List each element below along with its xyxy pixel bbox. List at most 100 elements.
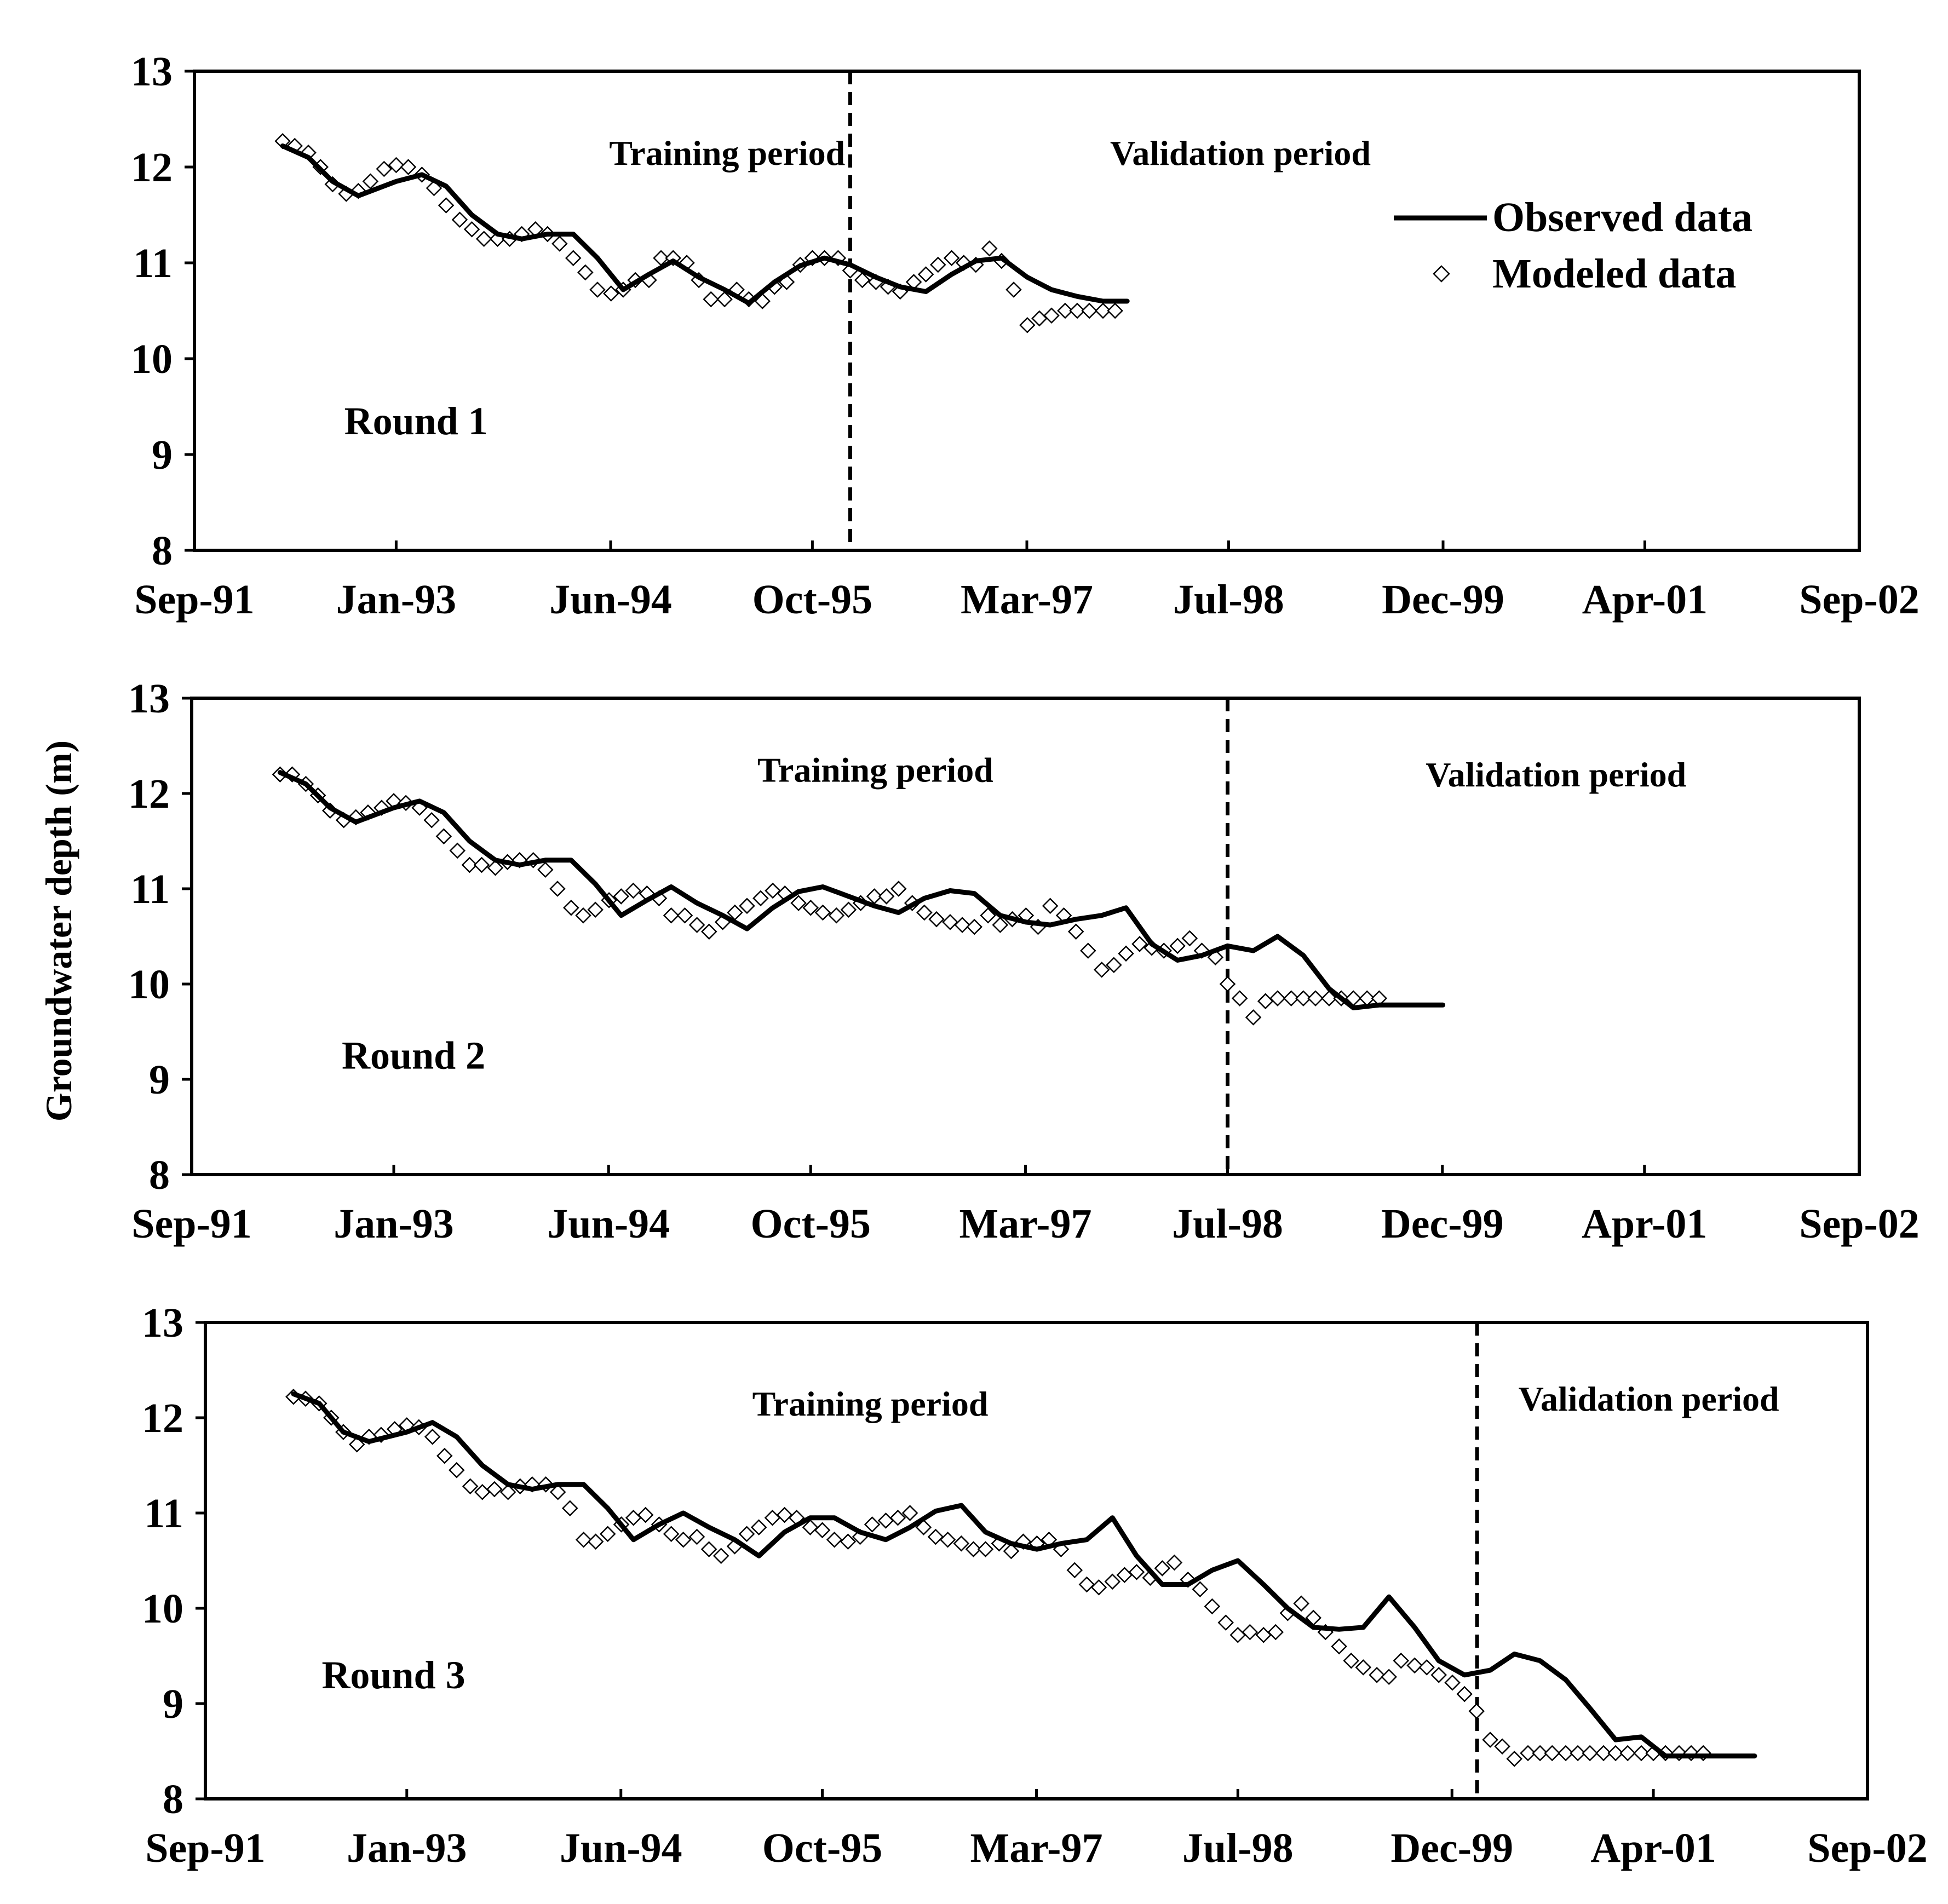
modeled-point xyxy=(549,1483,566,1500)
modeled-point xyxy=(565,250,582,267)
modeled-point xyxy=(889,1509,906,1526)
modeled-point xyxy=(562,1500,578,1517)
modeled-point xyxy=(1231,990,1248,1006)
modeled-point xyxy=(1369,1667,1385,1683)
y-tick-label: 9 xyxy=(163,1681,183,1727)
legend-modeled-swatch xyxy=(1433,265,1450,283)
modeled-point xyxy=(1005,281,1022,298)
modeled-point xyxy=(1482,1732,1498,1748)
training-period-label: Training period xyxy=(752,1384,989,1423)
x-tick-label: Dec-99 xyxy=(1381,1201,1504,1247)
x-tick-label: Jun-94 xyxy=(547,1201,670,1247)
modeled-point xyxy=(1418,1659,1435,1676)
modeled-point xyxy=(577,264,594,281)
modeled-point xyxy=(625,1509,642,1526)
modeled-point xyxy=(348,1436,365,1453)
validation-period-label: Validation period xyxy=(1426,755,1686,794)
y-tick-label: 10 xyxy=(128,962,170,1008)
round-label: Round 2 xyxy=(342,1034,485,1078)
modeled-point xyxy=(965,1541,982,1557)
modeled-point xyxy=(1042,898,1059,914)
modeled-point xyxy=(1093,962,1110,978)
modeled-point xyxy=(814,1522,831,1539)
modeled-point xyxy=(966,918,982,935)
modeled-point xyxy=(1633,1745,1650,1762)
modeled-point xyxy=(1321,990,1337,1006)
modeled-point xyxy=(449,842,466,859)
modeled-point xyxy=(1607,1745,1624,1762)
modeled-point xyxy=(1107,302,1123,319)
modeled-point xyxy=(400,159,417,175)
modeled-point xyxy=(388,157,405,174)
modeled-point xyxy=(1066,1562,1083,1579)
x-tick-label: Dec-99 xyxy=(1382,577,1504,623)
modeled-point xyxy=(1544,1745,1560,1762)
y-tick-label: 10 xyxy=(131,336,173,382)
modeled-point xyxy=(1444,1674,1461,1691)
modeled-point xyxy=(1355,1659,1372,1676)
x-tick-label: Sep-02 xyxy=(1799,1201,1920,1247)
modeled-point xyxy=(475,231,492,248)
modeled-point xyxy=(752,890,769,907)
modeled-point xyxy=(1031,310,1048,327)
modeled-point xyxy=(676,907,693,924)
modeled-point xyxy=(826,1531,843,1548)
modeled-point xyxy=(487,859,504,876)
modeled-point xyxy=(1166,1554,1183,1571)
y-tick-label: 9 xyxy=(149,1057,170,1103)
modeled-point xyxy=(943,250,960,267)
modeled-point xyxy=(1207,949,1224,966)
modeled-point xyxy=(688,917,705,933)
modeled-point xyxy=(1456,1686,1473,1702)
modeled-point xyxy=(1558,1745,1574,1762)
modeled-point xyxy=(1019,317,1036,333)
modeled-point xyxy=(1381,1669,1397,1686)
modeled-point xyxy=(1090,1579,1107,1596)
y-tick-label: 13 xyxy=(128,676,170,722)
modeled-point xyxy=(486,1481,503,1498)
modeled-point xyxy=(1154,1560,1171,1577)
modeled-point xyxy=(1069,302,1085,319)
modeled-point xyxy=(1043,307,1060,324)
modeled-point xyxy=(1295,990,1312,1006)
modeled-point xyxy=(563,900,579,916)
modeled-point xyxy=(1343,1652,1359,1669)
y-tick-label: 13 xyxy=(142,1300,183,1346)
modeled-point xyxy=(549,881,566,897)
modeled-point xyxy=(828,907,845,924)
modeled-point xyxy=(1570,1745,1586,1762)
x-tick-label: Jan-93 xyxy=(347,1825,467,1871)
x-tick-label: Jul-98 xyxy=(1172,1201,1283,1247)
modeled-point xyxy=(916,904,933,921)
observed-line xyxy=(291,1391,1757,1759)
x-tick-label: Oct-95 xyxy=(752,577,872,623)
x-tick-label: Oct-95 xyxy=(751,1201,871,1247)
modeled-point xyxy=(739,898,755,914)
modeled-point xyxy=(603,285,619,302)
modeled-point xyxy=(376,160,393,177)
modeled-point xyxy=(362,173,379,190)
modeled-point xyxy=(765,882,781,899)
modeled-point xyxy=(802,900,819,916)
modeled-point xyxy=(637,1506,654,1523)
modeled-point xyxy=(864,1516,881,1533)
modeled-point xyxy=(1267,1624,1284,1641)
x-tick-label: Sep-91 xyxy=(134,577,255,623)
x-tick-label: Mar-97 xyxy=(970,1825,1103,1871)
modeled-point xyxy=(1619,1745,1636,1762)
modeled-point xyxy=(435,828,452,845)
modeled-point xyxy=(1406,1657,1423,1674)
modeled-point xyxy=(954,917,970,933)
modeled-point xyxy=(939,1531,956,1548)
modeled-point xyxy=(890,881,907,897)
x-tick-label: Jan-93 xyxy=(336,577,457,623)
modeled-point xyxy=(1582,1745,1598,1762)
modeled-point xyxy=(575,1531,592,1548)
modeled-point xyxy=(461,856,478,873)
chart-panel-2: 8 9 10 11 12 13 Sep-91 Jan-93 Jun-94 Oct-95 Mar-97… xyxy=(128,676,1920,1247)
modeled-point xyxy=(463,221,480,238)
modeled-point xyxy=(712,1548,729,1564)
validation-period-label: Validation period xyxy=(1519,1379,1779,1418)
x-tick-label: Jul-98 xyxy=(1173,577,1284,623)
modeled-series xyxy=(272,766,1388,1026)
